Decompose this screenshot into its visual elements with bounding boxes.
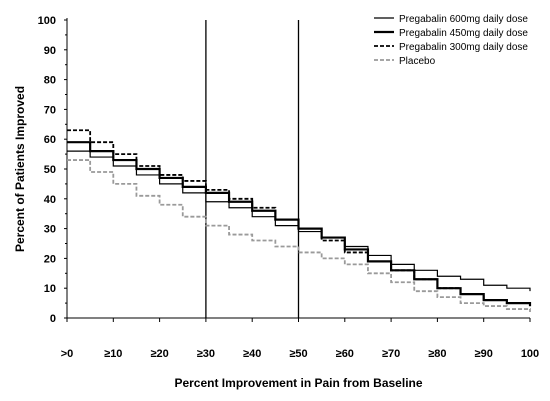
y-tick-label: 80 [44,75,56,87]
x-tick-label: ≥90 [475,348,493,360]
x-axis-title: Percent Improvement in Pain from Baselin… [174,376,422,390]
legend-label: Pregabalin 450mg daily dose [399,28,528,39]
x-tick-label: >0 [61,348,74,360]
y-tick-label: 50 [44,164,56,176]
series-lines [67,129,532,313]
x-tick-label: 100 [521,348,539,360]
x-tick-label: ≥60 [336,348,354,360]
legend-label: Pregabalin 300mg daily dose [399,42,528,53]
x-tick-label: ≥30 [197,348,215,360]
series-line-0 [67,150,531,292]
axes [64,18,531,322]
tick-labels: 0 10 20 30 40 50 60 70 80 90 100 >0 ≥10 ≥20 ≥30 ≥40 ≥50 ≥… [38,15,540,360]
legend-label: Pregabalin 600mg daily dose [399,14,528,25]
y-axis-title-group: Percent of Patients Improved [13,86,27,252]
y-tick-label: 0 [50,313,56,325]
y-tick-label: 10 [44,283,56,295]
y-tick-label: 20 [44,253,56,265]
y-tick-label: 100 [38,15,56,27]
y-axis-title: Percent of Patients Improved [13,86,27,252]
legend: Pregabalin 600mg daily dose Pregabalin 45… [374,14,528,67]
x-tick-label: ≥80 [428,348,446,360]
y-tick-label: 60 [44,134,56,146]
y-tick-label: 90 [44,45,56,57]
x-tick-label: ≥50 [289,348,307,360]
x-tick-label: ≥20 [150,348,168,360]
y-tick-label: 70 [44,104,56,116]
x-tick-label: ≥10 [104,348,122,360]
x-tick-label: ≥70 [382,348,400,360]
y-tick-label: 40 [44,194,56,206]
reference-lines [205,20,300,318]
series-line-3 [67,159,531,313]
x-tick-label: ≥40 [243,348,261,360]
series-line-2 [67,129,531,307]
y-tick-label: 30 [44,224,56,236]
legend-label: Placebo [399,56,436,67]
